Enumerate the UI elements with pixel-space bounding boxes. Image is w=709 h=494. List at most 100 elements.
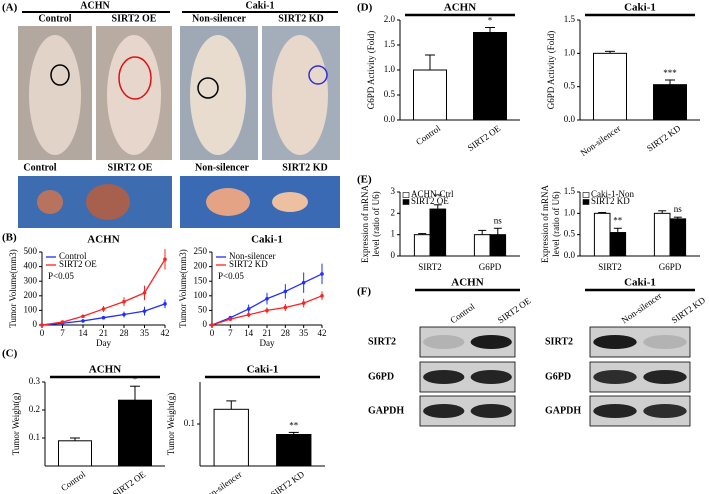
row-label: SIRT2 — [545, 336, 573, 347]
group-title: Caki-1 — [246, 0, 275, 11]
significance: * — [488, 16, 493, 26]
y-tick-label: 50 — [198, 304, 208, 314]
chart-title: Caki-1 — [624, 2, 656, 14]
y-tick-label: 400 — [24, 261, 38, 271]
row-label: G6PD — [368, 371, 394, 382]
blot-title: ACHN — [451, 277, 483, 289]
point — [265, 296, 269, 301]
point — [301, 280, 306, 285]
y-axis-label: Tumor Volume(mm3) — [8, 249, 18, 328]
x-tick-label: 7 — [228, 328, 233, 338]
panel-label: (C) — [2, 348, 18, 360]
point — [142, 309, 147, 313]
point — [246, 312, 251, 317]
y-axis-label: Expression of mRNA — [540, 185, 550, 263]
point — [320, 294, 324, 298]
panel-label: (D) — [357, 2, 373, 14]
point — [210, 323, 214, 327]
y-tick-label: 0 — [391, 250, 396, 260]
y-tick-label: 0.5 — [384, 89, 396, 99]
y-tick-label: 200 — [194, 261, 208, 271]
y-tick-label: 0.1 — [29, 432, 40, 442]
point — [246, 307, 251, 311]
bar — [593, 212, 611, 257]
mouse — [107, 35, 161, 155]
y-tick-label: 2 — [391, 207, 396, 217]
point — [265, 308, 269, 313]
point — [60, 320, 65, 324]
point — [142, 291, 147, 295]
x-axis-label: Day — [260, 338, 275, 348]
mouse — [190, 35, 246, 155]
band — [470, 335, 512, 349]
y-tick-label: 1.5 — [564, 14, 576, 24]
panel-a: ACHN Caki-1 Control SIRT2 OE Non-silence… — [18, 0, 340, 228]
point — [320, 272, 324, 276]
y-tick-label: 1 — [391, 229, 396, 239]
point — [163, 302, 167, 306]
x-tick-label: G6PD — [479, 262, 502, 272]
legend-label: ACHN-Ctrl — [411, 189, 454, 199]
row-label: GAPDH — [368, 405, 404, 416]
band — [423, 370, 465, 384]
tumor-circle — [118, 56, 152, 100]
row-label: GAPDH — [545, 405, 581, 416]
point — [81, 319, 85, 323]
legend-label: Non-silencer — [229, 251, 275, 261]
y-axis-label: Tumor Volume(mm3) — [178, 249, 188, 328]
chart-title: ACHN — [89, 364, 121, 376]
blot-title: Caki-1 — [624, 277, 656, 289]
y-tick-label: 1.0 — [564, 207, 576, 217]
y-tick-label: 0.3 — [29, 376, 41, 386]
row-label: SIRT2 — [368, 336, 396, 347]
legend-label: Control — [59, 251, 87, 261]
photo-label: SIRT2 KD — [282, 162, 328, 173]
y-axis-label: G6PD Activity (Fold) — [546, 31, 556, 110]
y-tick-label: 100 — [194, 290, 208, 300]
y-axis-label: level (ratio of U6) — [551, 191, 561, 256]
legend-label: Caki-1-Non — [591, 189, 634, 199]
y-tick-label: 0.5 — [564, 229, 576, 239]
tumor — [206, 188, 250, 216]
point — [122, 312, 126, 317]
y-tick-label: 0.0 — [564, 250, 576, 260]
y-tick-label: 1.5 — [384, 39, 396, 49]
y-tick-label: 500 — [24, 246, 38, 256]
legend-swatch — [582, 199, 590, 205]
y-tick-label: 3 — [391, 186, 396, 196]
point — [228, 317, 233, 321]
x-tick-label: 14 — [244, 328, 254, 338]
y-tick-label: 1.5 — [564, 186, 576, 196]
tumor — [86, 184, 130, 220]
panel-label: (F) — [357, 286, 371, 298]
tumor — [272, 192, 308, 212]
point — [301, 301, 306, 305]
group-title: ACHN — [80, 0, 110, 11]
band — [643, 370, 687, 384]
annotation: P<0.05 — [218, 271, 244, 281]
legend-label: SIRT2 KD — [229, 259, 268, 269]
y-tick-label: 0.0 — [564, 114, 576, 124]
significance: ns — [674, 204, 683, 214]
band — [423, 404, 465, 418]
legend-label: SIRT2 OE — [59, 259, 97, 269]
mouse — [29, 35, 81, 155]
significance: * — [133, 374, 138, 384]
band — [643, 404, 687, 418]
bar — [653, 84, 687, 121]
x-tick-label: 0 — [210, 328, 215, 338]
photo-label: Control — [38, 13, 71, 24]
point — [283, 289, 288, 294]
x-tick-label: 0 — [40, 328, 45, 338]
row-label: G6PD — [545, 371, 571, 382]
band — [470, 404, 512, 418]
bar — [118, 399, 152, 467]
band — [470, 370, 512, 384]
chart-title: ACHN — [87, 234, 119, 246]
y-tick-label: 150 — [194, 275, 208, 285]
x-tick-label: SIRT2 — [418, 262, 441, 272]
point — [283, 305, 288, 310]
bar — [669, 218, 687, 257]
band — [643, 335, 687, 349]
